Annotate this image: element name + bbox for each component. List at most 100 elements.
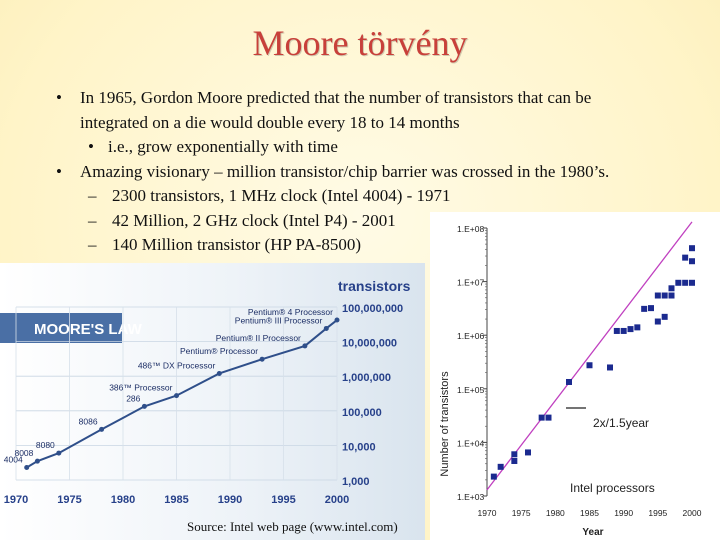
intel-data-marker (648, 305, 654, 312)
moore-y-tick-label: 10,000 (342, 441, 376, 453)
bullet-text-line: integrated on a die would double every 1… (80, 112, 460, 132)
sub-bullet-text: i.e., grow exponentially with time (108, 137, 338, 156)
moore-data-point (34, 458, 40, 464)
intel-data-marker (689, 245, 695, 252)
moore-y-tick-label: 100,000,000 (342, 303, 403, 315)
intel-data-marker (689, 258, 695, 265)
moore-data-point (24, 464, 30, 470)
intel-y-tick-label: 1.E+04 (457, 438, 484, 448)
intel-x-tick-label: 1985 (580, 508, 599, 518)
intel-data-marker (675, 279, 682, 286)
intel-data-marker (654, 292, 661, 299)
intel-data-marker (689, 279, 695, 286)
trend-label: 2x/1.5year (593, 416, 649, 430)
bullet-marker: • (56, 161, 62, 181)
bullet-list: • In 1965, Gordon Moore predicted that t… (50, 86, 710, 258)
dash-text: 42 Million, 2 GHz clock (Intel P4) - 200… (112, 210, 396, 230)
intel-data-marker (620, 327, 627, 334)
bullet-item: • Amazing visionary – million transistor… (50, 160, 710, 185)
moore-chart-title: MOORE'S LAW (34, 321, 143, 338)
intel-data-marker (654, 318, 661, 325)
intel-data-marker (490, 473, 497, 480)
moore-point-label: Pentium® Processor (180, 346, 258, 356)
intel-x-tick-label: 2000 (683, 508, 702, 518)
moore-point-label: 486™ DX Processor (138, 360, 216, 370)
intel-x-tick-label: 1970 (478, 508, 497, 518)
moore-data-point (259, 356, 265, 362)
moore-point-label: Pentium® II Processor (216, 333, 301, 343)
dash-text: 140 Million transistor (HP PA-8500) (112, 235, 362, 254)
intel-x-tick-label: 1980 (546, 508, 565, 518)
moore-y-tick-label: 1,000 (342, 476, 370, 488)
intel-data-marker (607, 364, 613, 371)
slide-title: Moore törvény (252, 23, 468, 63)
intel-x-tick-label: 1995 (648, 508, 667, 518)
dash-text: 2300 transistors, 1 MHz clock (Intel 400… (112, 186, 451, 205)
intel-data-marker (586, 362, 593, 369)
intel-data-marker (641, 305, 648, 312)
moore-y-tick-label: 1,000,000 (342, 372, 391, 384)
dash-marker: – (88, 235, 97, 254)
moore-data-point (334, 317, 340, 323)
moore-point-label: Pentium® III Processor (235, 315, 323, 325)
intel-y-tick-label: 1.E+08 (457, 224, 484, 234)
moore-point-label: 4004 (4, 454, 23, 464)
intel-y-tick-label: 1.E+05 (457, 385, 484, 395)
moore-x-tick-label: 1995 (271, 494, 295, 506)
intel-y-tick-label: 1.E+03 (457, 492, 484, 502)
bullet-marker: • (56, 88, 62, 107)
intel-data-marker (566, 378, 572, 385)
intel-data-marker (661, 313, 668, 320)
moore-x-tick-label: 1985 (164, 494, 188, 506)
moore-x-tick-label: 1975 (57, 494, 81, 506)
moore-x-tick-label: 1980 (111, 494, 135, 506)
moore-x-tick-label: 1990 (218, 494, 242, 506)
dash-item: – 42 Million, 2 GHz clock (Intel P4) - 2… (50, 209, 710, 234)
moore-point-label: Pentium® 4 Processor (248, 307, 333, 317)
moore-y-tick-label: 100,000 (342, 407, 382, 419)
intel-y-tick-label: 1.E+07 (457, 278, 484, 288)
moores-law-chart: MOORE'S LAW transistors 1,000 10,000 100,0… (0, 263, 425, 540)
intel-data-marker (545, 414, 552, 421)
moore-data-point (323, 325, 329, 331)
intel-data-marker (668, 285, 675, 292)
moore-x-tick-label: 1970 (4, 494, 28, 506)
dash-marker: – (88, 186, 97, 205)
dash-item: – 2300 transistors, 1 MHz clock (Intel 4… (50, 184, 710, 209)
intel-data-marker (627, 326, 634, 333)
dash-marker: – (88, 210, 97, 230)
intel-x-tick-label: 1990 (614, 508, 633, 518)
intel-trend-line (486, 221, 693, 491)
intel-data-marker (661, 292, 668, 299)
intel-data-marker (668, 292, 675, 299)
intel-legend: Intel processors (570, 481, 655, 495)
moore-point-label: 8008 (14, 448, 33, 458)
moore-y-tick-label: 10,000,000 (342, 338, 397, 350)
moore-data-point (174, 393, 179, 399)
intel-data-marker (634, 324, 641, 331)
intel-data-marker (613, 327, 620, 334)
intel-data-marker (525, 449, 531, 456)
moore-x-tick-label: 2000 (325, 494, 349, 506)
intel-data-marker (682, 254, 689, 261)
moore-point-label: 8086 (79, 416, 98, 426)
intel-data-marker (682, 279, 689, 286)
intel-data-marker (511, 457, 518, 464)
intel-data-marker (511, 451, 518, 458)
bullet-text: Amazing visionary – million transistor/c… (80, 161, 610, 181)
intel-x-tick-label: 1975 (512, 508, 531, 518)
intel-y-tick-label: 1.E+06 (457, 331, 484, 341)
moore-point-label: 386™ Processor (109, 383, 172, 393)
moore-data-point (99, 426, 105, 432)
moore-data-point (216, 370, 222, 376)
sub-bullet-item: • i.e., grow exponentially with time (50, 135, 710, 160)
dash-item: – 140 Million transistor (HP PA-8500) (50, 233, 710, 258)
intel-data-marker (538, 414, 545, 421)
sub-bullet-marker: • (88, 137, 94, 156)
intel-data-marker (497, 463, 504, 470)
moore-data-point (56, 450, 62, 456)
moore-point-label: 8080 (36, 440, 55, 450)
intel-y-axis-title: Number of transistors (439, 371, 451, 477)
moore-data-point (302, 343, 308, 349)
moore-y-axis-title: transistors (338, 278, 411, 294)
